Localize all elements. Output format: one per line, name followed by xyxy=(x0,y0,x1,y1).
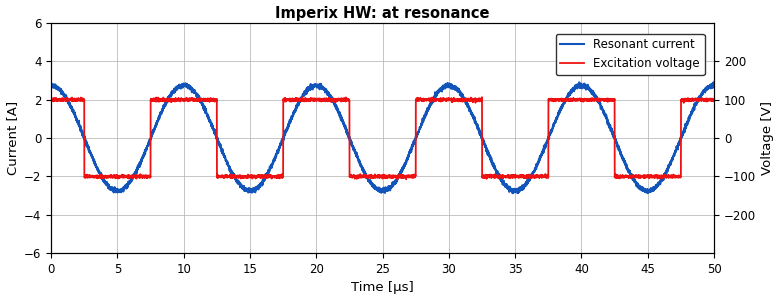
Excitation voltage xyxy=(541,175,551,178)
Resonant current xyxy=(300,90,309,94)
Resonant current xyxy=(709,85,718,88)
Line: Excitation voltage: Excitation voltage xyxy=(51,97,714,179)
Resonant current xyxy=(477,136,487,140)
Resonant current xyxy=(508,191,517,195)
Excitation voltage xyxy=(167,97,176,100)
Legend: Resonant current, Excitation voltage: Resonant current, Excitation voltage xyxy=(555,34,705,75)
Excitation voltage xyxy=(300,97,310,101)
Excitation voltage xyxy=(478,176,488,179)
Resonant current xyxy=(167,92,176,95)
Resonant current xyxy=(47,83,56,87)
Excitation voltage xyxy=(592,97,601,101)
Title: Imperix HW: at resonance: Imperix HW: at resonance xyxy=(275,6,490,21)
Excitation voltage xyxy=(47,98,56,102)
Resonant current xyxy=(541,143,551,147)
Excitation voltage xyxy=(445,98,454,102)
Resonant current xyxy=(444,83,453,87)
Y-axis label: Voltage [V]: Voltage [V] xyxy=(761,101,775,175)
Resonant current xyxy=(591,97,601,101)
Excitation voltage xyxy=(709,98,718,101)
Y-axis label: Current [A]: Current [A] xyxy=(5,101,19,175)
Line: Resonant current: Resonant current xyxy=(51,82,714,193)
Resonant current xyxy=(709,80,718,84)
Excitation voltage xyxy=(392,178,402,181)
X-axis label: Time [μs]: Time [μs] xyxy=(351,281,414,294)
Excitation voltage xyxy=(297,95,307,99)
